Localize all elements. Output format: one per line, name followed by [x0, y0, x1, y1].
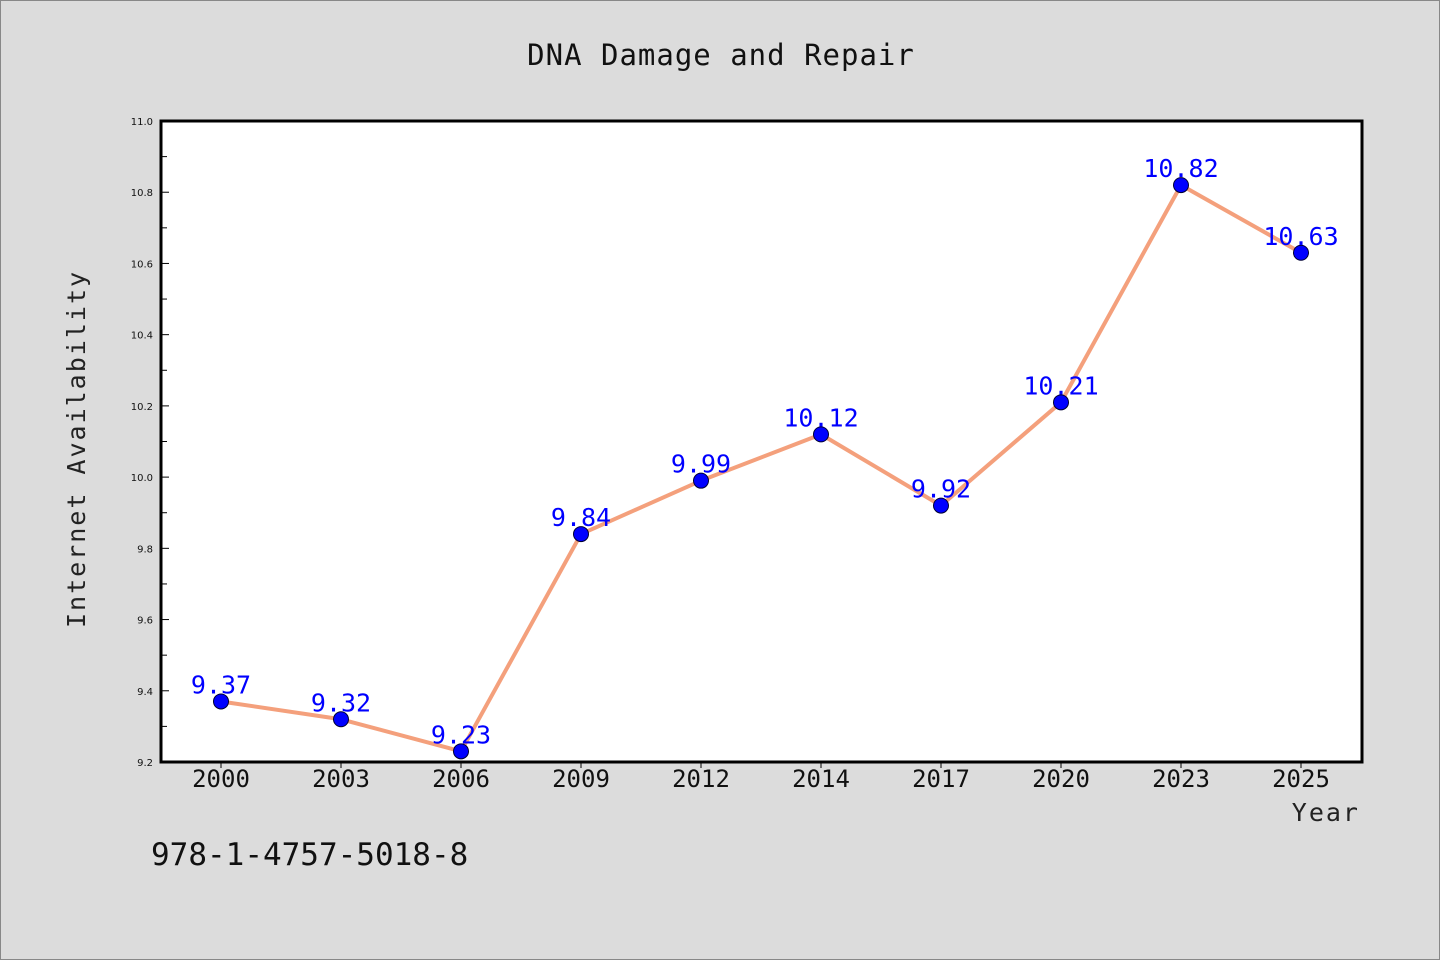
- y-minor-ticks: [161, 120, 169, 763]
- data-label: 10.63: [1263, 222, 1338, 251]
- y-tick-label: 9.8: [137, 544, 153, 555]
- x-tick-label: 2023: [1152, 765, 1210, 793]
- data-label: 9.32: [311, 688, 371, 717]
- x-tick-label: 2012: [672, 765, 730, 793]
- x-tick-label: 2025: [1272, 765, 1330, 793]
- y-tick-label: 9.2: [137, 758, 153, 769]
- data-labels: 9.37 9.32 9.23 9.84 9.99 10.12 9.92 10.21 10.82 1…: [191, 154, 1339, 749]
- data-label: 9.99: [671, 450, 731, 479]
- data-label: 10.21: [1023, 371, 1098, 400]
- data-point: [813, 426, 829, 443]
- x-axis-label: Year: [1292, 798, 1360, 827]
- data-label: 10.12: [783, 403, 858, 432]
- data-label: 9.92: [911, 475, 971, 504]
- x-tick-label: 2009: [552, 765, 610, 793]
- y-tick-labels: 9.2 9.4 9.6 9.8 10.0 10.2 10.4 10.6 10.8 11.0: [131, 117, 153, 769]
- data-label: 9.23: [431, 720, 491, 749]
- x-tick-labels: 2000 2003 2006 2009 2012 2014 2017 2020 2023 2025: [192, 765, 1330, 793]
- data-points: [213, 177, 1309, 760]
- x-tick-label: 2020: [1032, 765, 1090, 793]
- data-point: [573, 526, 589, 543]
- y-tick-label: 10.4: [131, 331, 153, 342]
- data-point: [1293, 244, 1309, 261]
- isbn-text: 978-1-4757-5018-8: [151, 837, 468, 873]
- x-tick-label: 2014: [792, 765, 850, 793]
- x-tick-label: 2000: [192, 765, 250, 793]
- data-point: [453, 743, 469, 760]
- data-point: [1173, 177, 1189, 194]
- x-tick-label: 2017: [912, 765, 970, 793]
- y-tick-label: 10.6: [131, 259, 153, 270]
- data-point: [693, 472, 709, 489]
- x-tick-label: 2006: [432, 765, 490, 793]
- x-ticks: [220, 762, 1302, 768]
- data-point: [213, 693, 229, 710]
- series-line: [219, 183, 1303, 754]
- data-point: [933, 497, 949, 514]
- y-tick-label: 10.0: [131, 473, 153, 484]
- data-label: 10.82: [1143, 154, 1218, 183]
- data-label: 9.37: [191, 670, 251, 699]
- chart-title: DNA Damage and Repair: [527, 38, 915, 72]
- y-tick-label: 10.2: [131, 402, 153, 413]
- data-point: [333, 711, 349, 728]
- y-tick-label: 11.0: [131, 117, 153, 128]
- plot-area: [159, 119, 1364, 764]
- data-point: [1053, 394, 1069, 411]
- y-tick-label: 9.4: [137, 687, 153, 698]
- data-label: 9.84: [551, 503, 611, 532]
- y-tick-label: 10.8: [131, 188, 153, 199]
- y-tick-label: 9.6: [137, 616, 153, 627]
- x-tick-label: 2003: [312, 765, 370, 793]
- y-axis-label: Internet Availability: [62, 270, 91, 628]
